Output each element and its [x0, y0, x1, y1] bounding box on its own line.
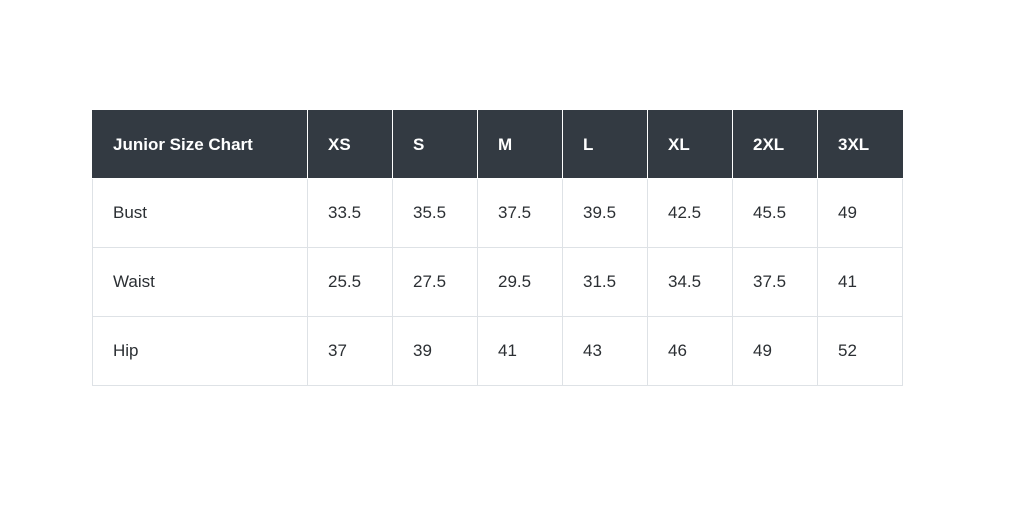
column-header-m: M — [477, 110, 563, 179]
cell-bust-l: 39.5 — [562, 178, 648, 248]
row-label-waist: Waist — [92, 247, 308, 317]
junior-size-chart-table: Junior Size Chart XS S M L XL 2XL 3XL Bu… — [92, 110, 903, 386]
cell-waist-xs: 25.5 — [307, 247, 393, 317]
column-header-s: S — [392, 110, 478, 179]
cell-hip-3xl: 52 — [817, 316, 903, 386]
cell-bust-m: 37.5 — [477, 178, 563, 248]
table-header-row: Junior Size Chart XS S M L XL 2XL 3XL — [92, 110, 903, 179]
table-row-waist: Waist 25.5 27.5 29.5 31.5 34.5 37.5 41 — [92, 247, 903, 317]
cell-hip-xl: 46 — [647, 316, 733, 386]
table-row-bust: Bust 33.5 35.5 37.5 39.5 42.5 45.5 49 — [92, 178, 903, 248]
cell-bust-3xl: 49 — [817, 178, 903, 248]
column-header-xl: XL — [647, 110, 733, 179]
table-row-hip: Hip 37 39 41 43 46 49 52 — [92, 316, 903, 386]
cell-hip-m: 41 — [477, 316, 563, 386]
cell-hip-l: 43 — [562, 316, 648, 386]
cell-bust-2xl: 45.5 — [732, 178, 818, 248]
cell-waist-3xl: 41 — [817, 247, 903, 317]
cell-bust-xl: 42.5 — [647, 178, 733, 248]
column-header-l: L — [562, 110, 648, 179]
cell-hip-2xl: 49 — [732, 316, 818, 386]
row-label-hip: Hip — [92, 316, 308, 386]
column-header-3xl: 3XL — [817, 110, 903, 179]
cell-waist-2xl: 37.5 — [732, 247, 818, 317]
cell-waist-l: 31.5 — [562, 247, 648, 317]
cell-waist-s: 27.5 — [392, 247, 478, 317]
cell-hip-s: 39 — [392, 316, 478, 386]
cell-waist-xl: 34.5 — [647, 247, 733, 317]
cell-waist-m: 29.5 — [477, 247, 563, 317]
row-label-bust: Bust — [92, 178, 308, 248]
column-header-2xl: 2XL — [732, 110, 818, 179]
column-header-xs: XS — [307, 110, 393, 179]
cell-bust-xs: 33.5 — [307, 178, 393, 248]
cell-hip-xs: 37 — [307, 316, 393, 386]
cell-bust-s: 35.5 — [392, 178, 478, 248]
table-title-cell: Junior Size Chart — [92, 110, 308, 179]
